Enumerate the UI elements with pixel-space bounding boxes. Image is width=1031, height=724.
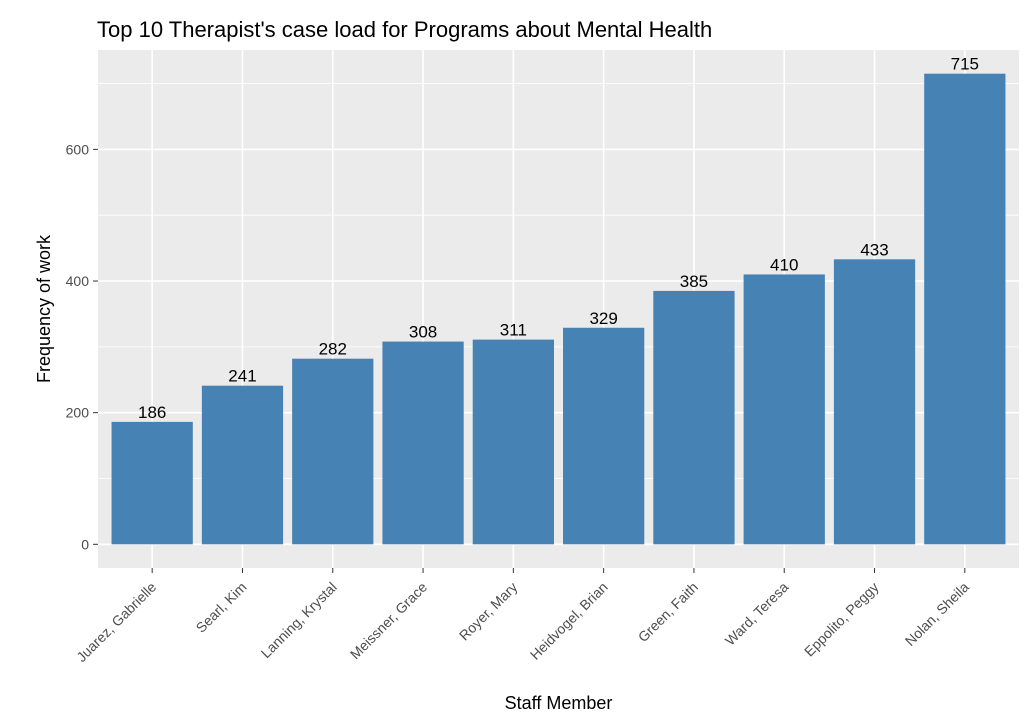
y-tick-label: 200 <box>66 405 90 421</box>
x-tick-label: Green, Faith <box>635 579 701 645</box>
data-label: 433 <box>860 240 888 259</box>
x-tick-label: Meissner, Grace <box>347 579 431 663</box>
x-tick-label: Ward, Teresa <box>722 579 792 649</box>
bar <box>201 385 284 545</box>
bar <box>382 341 464 545</box>
y-tick-label: 400 <box>66 273 90 289</box>
x-tick-label: Heidvogel, Brian <box>527 579 611 663</box>
y-tick-label: 600 <box>66 141 90 157</box>
bar <box>833 259 916 545</box>
bar <box>111 421 193 545</box>
x-axis: Juarez, Gabrielle Searl, Kim Lanning, Krys… <box>73 568 972 665</box>
x-tick-label: Royer, Mary <box>456 579 521 644</box>
bar <box>653 290 735 545</box>
bar <box>472 339 554 545</box>
data-label: 410 <box>770 255 798 274</box>
data-label: 715 <box>951 55 979 74</box>
bar <box>563 327 645 545</box>
bar <box>924 73 1006 545</box>
x-tick-label: Juarez, Gabrielle <box>73 579 159 665</box>
x-tick-label: Searl, Kim <box>193 579 250 636</box>
x-tick-label: Nolan, Sheila <box>902 579 972 649</box>
data-label: 329 <box>589 309 617 328</box>
bars <box>111 73 1006 545</box>
data-label: 311 <box>500 321 527 340</box>
y-axis-title: Frequency of work <box>34 234 54 383</box>
y-tick-label: 0 <box>81 536 89 552</box>
data-label: 241 <box>228 367 256 386</box>
data-label: 385 <box>680 272 708 291</box>
data-labels: 186 241 282 308 311 329 385 410 433 715 <box>138 55 979 422</box>
bar <box>292 358 374 545</box>
bar <box>743 274 825 545</box>
data-label: 186 <box>138 403 166 422</box>
data-label: 308 <box>409 323 437 342</box>
data-label: 282 <box>319 340 347 359</box>
y-axis: 0 200 400 600 <box>66 141 98 552</box>
x-tick-label: Eppolito, Peggy <box>801 579 882 660</box>
chart-title: Top 10 Therapist's case load for Program… <box>97 17 712 42</box>
x-tick-label: Lanning, Krystal <box>258 579 340 661</box>
x-axis-title: Staff Member <box>505 693 613 713</box>
